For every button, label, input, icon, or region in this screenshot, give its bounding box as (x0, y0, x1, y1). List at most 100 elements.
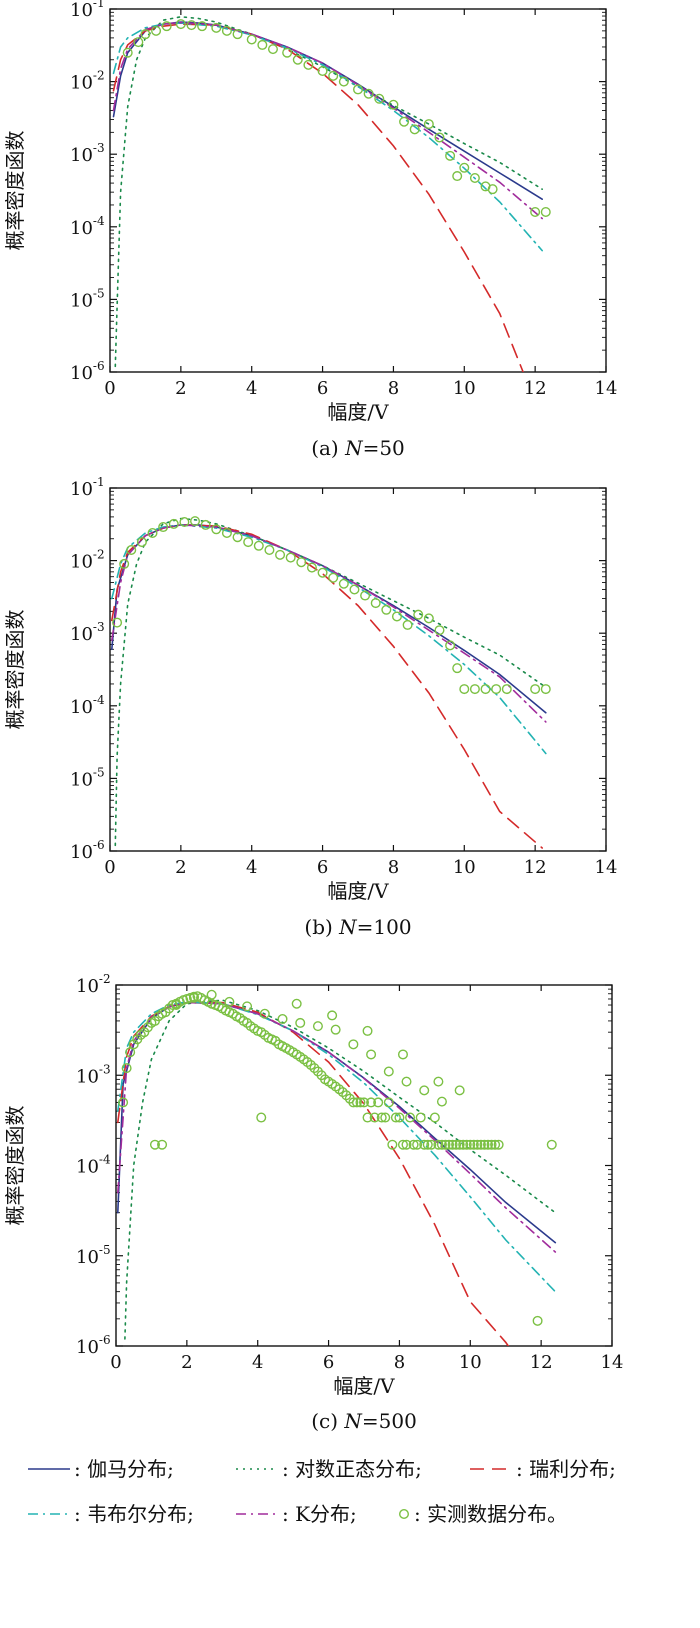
x-tick-label: 6 (317, 378, 328, 399)
data-point (412, 1139, 423, 1150)
data-point (381, 604, 392, 615)
data-point (338, 578, 349, 589)
data-point (360, 590, 371, 601)
x-tick-label: 10 (453, 857, 476, 878)
series-line-rayleigh (117, 1001, 510, 1346)
data-point (491, 684, 502, 695)
data-point (206, 989, 217, 1000)
x-tick-label: 12 (530, 1352, 553, 1373)
data-point (433, 1139, 444, 1150)
x-tick-label: 2 (181, 1352, 192, 1373)
data-point (128, 1039, 139, 1050)
y-tick-label: 10-4 (70, 693, 105, 718)
y-axis-label: 概率密度函数 (3, 610, 27, 730)
data-point (546, 1139, 557, 1150)
data-point (423, 119, 434, 130)
data-point (112, 617, 123, 628)
data-point (267, 44, 278, 55)
data-point (493, 1139, 504, 1150)
data-point (501, 684, 512, 695)
x-tick-label: 12 (524, 378, 547, 399)
legend-item-rayleigh: : 瑞利分布; (470, 1457, 616, 1481)
data-point (408, 1139, 419, 1150)
data-point (211, 22, 222, 33)
data-point (405, 1112, 416, 1123)
legend-label: : 伽马分布; (74, 1457, 174, 1481)
data-point (394, 1112, 405, 1123)
data-point (125, 1047, 136, 1058)
data-point (447, 1139, 458, 1150)
data-point (353, 84, 364, 95)
data-point (468, 1139, 479, 1150)
data-point (452, 663, 463, 674)
data-point (479, 1139, 490, 1150)
data-point (171, 1000, 182, 1011)
x-tick-label: 14 (601, 1352, 624, 1373)
data-point (179, 517, 190, 528)
data-point (459, 684, 470, 695)
data-point (282, 47, 293, 58)
data-point (355, 1097, 366, 1108)
x-tick-label: 8 (394, 1352, 405, 1373)
y-tick-label: 10-4 (70, 214, 105, 239)
data-point (540, 206, 551, 217)
data-point (363, 88, 374, 99)
data-point (348, 1039, 359, 1050)
data-point (422, 1139, 433, 1150)
y-axis-label: 概率密度函数 (3, 131, 27, 251)
panel-caption: (b) N=100 (304, 915, 411, 939)
data-point (459, 162, 470, 173)
plot-area (117, 989, 557, 1346)
data-point (419, 1085, 430, 1096)
data-point (399, 116, 410, 127)
series-line-weibull (117, 1001, 557, 1293)
series-line-lognormal (114, 15, 543, 368)
data-point (306, 562, 317, 573)
y-tick-label: 10-1 (70, 475, 105, 500)
data-point (221, 527, 232, 538)
data-point (444, 1139, 455, 1150)
y-axis-label: 概率密度函数 (3, 1106, 27, 1226)
data-point (391, 611, 402, 622)
legend-item-lognormal: : 对数正态分布; (236, 1457, 422, 1481)
data-point (530, 684, 541, 695)
y-tick-label: 10-2 (70, 69, 105, 94)
series-line-lognormal (124, 999, 557, 1340)
series-line-gamma (117, 1001, 557, 1244)
x-axis-label: 幅度/V (327, 879, 389, 903)
data-point (328, 572, 339, 583)
data-point (264, 544, 275, 555)
data-point (401, 1076, 412, 1087)
data-point (362, 1112, 373, 1123)
data-point (461, 1139, 472, 1150)
plot-frame (109, 8, 607, 373)
x-tick-label: 8 (388, 378, 399, 399)
y-tick-label: 10-3 (76, 1062, 111, 1087)
y-tick-label: 10-2 (76, 972, 111, 997)
y-tick-label: 10-3 (70, 141, 105, 166)
data-point (436, 1096, 447, 1107)
series-line-gamma (111, 524, 547, 714)
legend-item-gamma: : 伽马分布; (28, 1457, 174, 1481)
data-point (122, 47, 133, 58)
chart-panel-3: 0 2 4 6 8 10 12 14 10-6 10-5 10-4 10-3 10-2 幅度/V 概率密度函… (3, 972, 623, 1433)
x-tick-label: 10 (459, 1352, 482, 1373)
data-point (253, 540, 264, 551)
x-tick-label: 14 (595, 378, 618, 399)
data-point (328, 70, 339, 81)
x-tick-label: 4 (246, 378, 257, 399)
data-point (348, 1097, 359, 1108)
data-point (426, 1139, 437, 1150)
y-tick-label: 10-6 (70, 838, 105, 863)
data-point (291, 998, 302, 1009)
data-point (186, 20, 197, 31)
data-point (140, 29, 151, 40)
x-tick-label: 6 (323, 1352, 334, 1373)
y-tick-label: 10-5 (70, 286, 105, 311)
series-line-weibull (112, 22, 543, 252)
chart-panel-2: 0 2 4 6 8 10 12 14 10-6 10-5 10-4 10-3 10-2 10-1 幅度/V 概… (3, 475, 617, 939)
series-line-gamma (112, 21, 543, 200)
series-line-k (111, 524, 547, 723)
legend-label: : 对数正态分布; (282, 1457, 422, 1481)
data-point (486, 1139, 497, 1150)
